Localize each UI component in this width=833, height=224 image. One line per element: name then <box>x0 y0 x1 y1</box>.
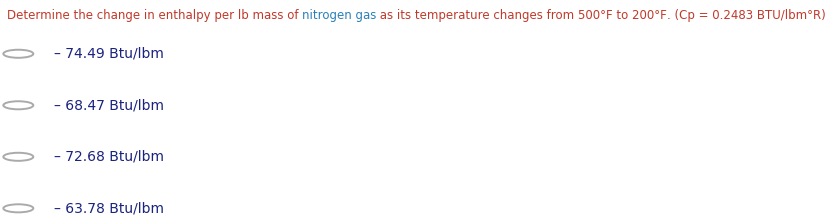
Text: nitrogen gas: nitrogen gas <box>302 9 377 22</box>
Text: Determine the change in enthalpy per lb mass of: Determine the change in enthalpy per lb … <box>7 9 302 22</box>
Text: – 74.49 Btu/lbm: – 74.49 Btu/lbm <box>54 47 164 61</box>
Text: – 63.78 Btu/lbm: – 63.78 Btu/lbm <box>54 201 164 215</box>
Text: – 68.47 Btu/lbm: – 68.47 Btu/lbm <box>54 98 164 112</box>
Text: 500°F to 200°F: 500°F to 200°F <box>578 9 667 22</box>
Text: . (Cp = 0.2483 BTU/lbm°R): . (Cp = 0.2483 BTU/lbm°R) <box>667 9 826 22</box>
Text: – 72.68 Btu/lbm: – 72.68 Btu/lbm <box>54 150 164 164</box>
Text: as its temperature changes from: as its temperature changes from <box>377 9 578 22</box>
